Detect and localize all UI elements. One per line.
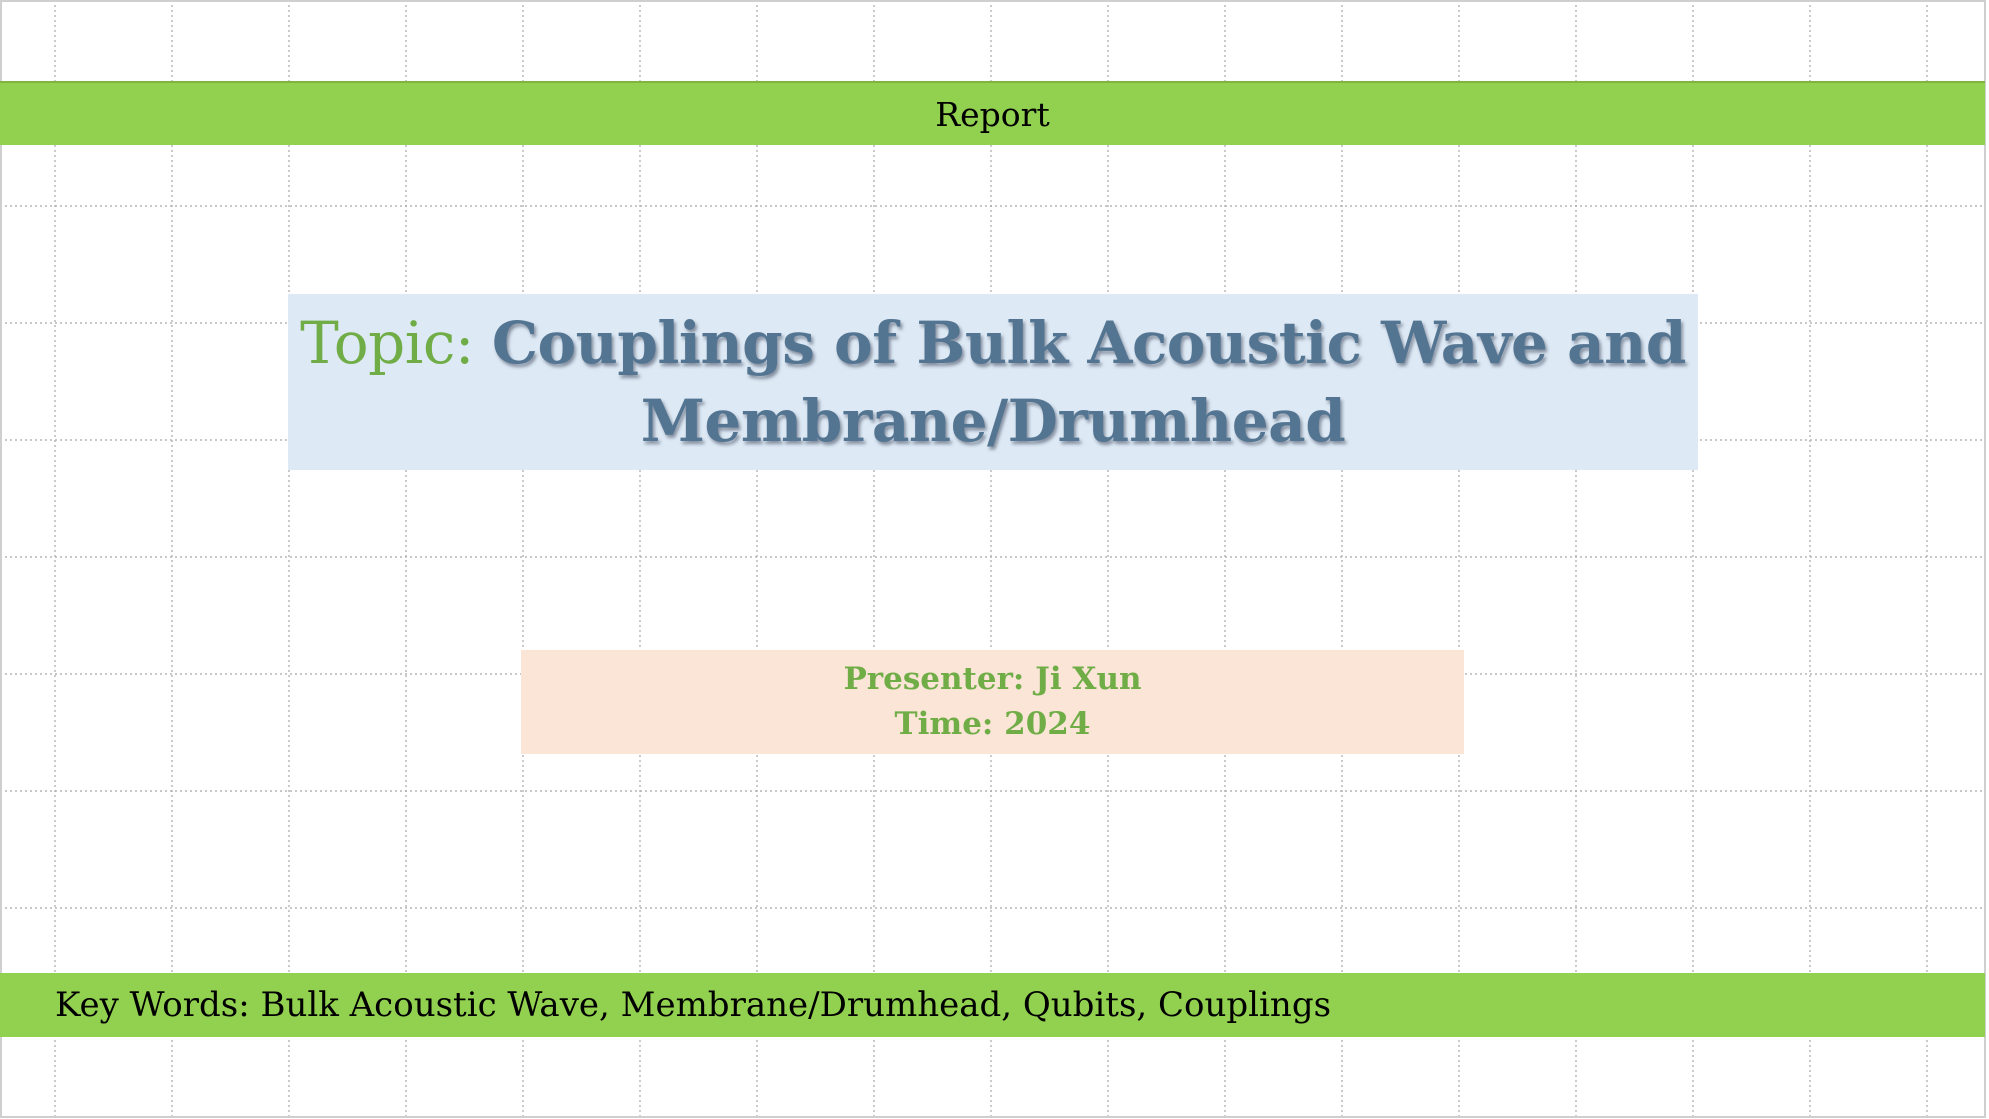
time-line: Time: 2024 bbox=[894, 706, 1091, 742]
keywords-text: Key Words: Bulk Acoustic Wave, Membrane/… bbox=[55, 985, 1332, 1025]
topic-title: Couplings of Bulk Acoustic Wave and Memb… bbox=[491, 309, 1687, 455]
header-band[interactable]: Report bbox=[0, 81, 1985, 145]
grid-vertical-lines bbox=[54, 0, 1928, 1119]
presenter-box[interactable]: Presenter: Ji Xun Time: 2024 bbox=[521, 650, 1464, 754]
topic-prefix: Topic: bbox=[300, 309, 492, 377]
topic-box[interactable]: Topic: Couplings of Bulk Acoustic Wave a… bbox=[288, 294, 1698, 470]
presenter-line: Presenter: Ji Xun bbox=[843, 661, 1142, 697]
keywords-band[interactable]: Key Words: Bulk Acoustic Wave, Membrane/… bbox=[0, 973, 1985, 1037]
header-title: Report bbox=[935, 95, 1050, 134]
topic-heading: Topic: Couplings of Bulk Acoustic Wave a… bbox=[288, 304, 1698, 460]
